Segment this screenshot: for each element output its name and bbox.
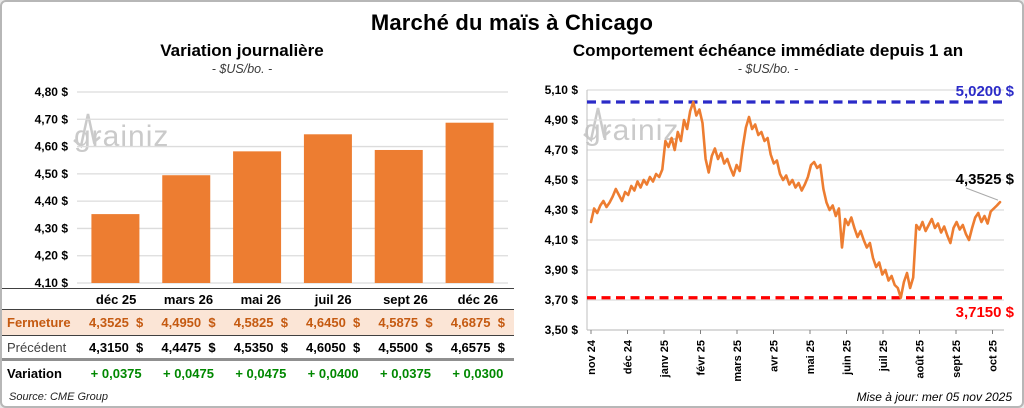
y-axis-tick-label: 5,10 $ <box>545 83 579 97</box>
x-axis-tick-label: oct 25 <box>988 340 1000 372</box>
line-chart-header: Comportement échéance immédiate depuis 1… <box>518 41 1018 76</box>
table-cell: 4,5500 $ <box>369 336 442 361</box>
y-axis-tick-label: 4,70 $ <box>545 143 579 157</box>
row-label-precedent: Précédent <box>2 336 80 361</box>
table-cell: 4,6450 $ <box>297 310 370 336</box>
table-cell: + 0,0375 <box>380 365 431 381</box>
table-cell: + 0,0400 <box>307 365 359 381</box>
x-axis-tick-label: nov 24 <box>586 339 598 375</box>
y-axis-tick-label: 4,90 $ <box>545 113 579 127</box>
callout-leader-line <box>965 187 999 201</box>
y-axis-tick-label: 4,10 $ <box>35 276 69 290</box>
bar-chart: 4,80 $ 4,70 $ 4,60 $ 4,50 $ 4,40 $ 4,30 $ 4,20… <box>35 85 508 290</box>
bar-mars 26 <box>162 175 211 283</box>
line-chart: 5,10 $ 4,90 $ 4,70 $ 4,50 $ 4,30 $ 4,10 $ 3,90… <box>545 83 1015 382</box>
table-cell: + 0,0375 <box>90 365 142 381</box>
table-cell: 4,5825 $ <box>224 310 297 336</box>
y-axis-tick-label: 4,70 $ <box>35 112 69 126</box>
reference-line-label: 5,0200 $ <box>956 83 1015 100</box>
table-cell: + 0,0475 <box>163 365 214 381</box>
reference-line-label: 3,7150 $ <box>956 304 1015 321</box>
table-cell: 4,5350 $ <box>224 336 297 361</box>
table-col-header: sept 26 <box>369 288 442 310</box>
bar-déc 25 <box>91 214 140 283</box>
bar-chart-header: Variation journalière - $US/bo. - <box>2 41 482 76</box>
bar-déc 26 <box>445 122 494 283</box>
y-axis-tick-label: 4,30 $ <box>545 203 579 217</box>
row-label-variation: Variation <box>7 365 62 381</box>
x-axis-tick-label: sept 25 <box>951 340 963 378</box>
table-cell: 4,6050 $ <box>297 336 370 361</box>
x-axis-tick-label: juil 25 <box>878 340 890 372</box>
y-axis-tick-label: 3,90 $ <box>545 263 579 277</box>
table-corner-cell <box>2 288 80 310</box>
last-value-label: 4,3525 $ <box>956 171 1015 188</box>
bar-chart-title: Variation journalière <box>160 41 324 60</box>
x-axis-tick-label: avr 25 <box>769 340 781 372</box>
table-cell: 4,5875 $ <box>369 310 442 336</box>
bar-sept 26 <box>374 149 423 283</box>
table-cell: 4,4475 $ <box>152 336 225 361</box>
y-axis-tick-label: 4,40 $ <box>35 194 69 208</box>
price-line-series <box>589 100 1002 300</box>
futures-table: déc 25 mars 26 mai 26 juil 26 sept 26 dé… <box>2 288 514 385</box>
table-cell: 4,3525 $ <box>80 310 153 336</box>
x-axis-tick-label: juin 25 <box>842 340 854 376</box>
x-axis-tick-label: janv 25 <box>659 340 671 378</box>
y-axis-tick-label: 4,50 $ <box>35 167 69 181</box>
row-label-fermeture: Fermeture <box>2 310 80 336</box>
x-axis-tick-label: mars 25 <box>732 340 744 382</box>
bar-juil 26 <box>303 134 352 283</box>
table-col-header: mai 26 <box>224 288 297 310</box>
x-axis-tick-label: déc 24 <box>623 339 635 374</box>
y-axis-tick-label: 4,50 $ <box>545 173 579 187</box>
table-cell: 4,6875 $ <box>441 310 514 336</box>
table-cell: 4,4950 $ <box>152 310 225 336</box>
y-axis-tick-label: 4,60 $ <box>35 140 69 154</box>
table-cell: + 0,0300 <box>452 365 504 381</box>
table-cell: 4,3150 $ <box>80 336 153 361</box>
y-axis-tick-label: 4,30 $ <box>35 221 69 235</box>
table-col-header: déc 25 <box>80 288 153 310</box>
y-axis-tick-label: 3,50 $ <box>545 323 579 337</box>
table-col-header: mars 26 <box>152 288 225 310</box>
page-title: Marché du maïs à Chicago <box>370 10 654 35</box>
updated-note: Mise à jour: mer 05 nov 2025 <box>856 390 1012 404</box>
table-col-header: juil 26 <box>297 288 370 310</box>
x-axis-tick-label: mai 25 <box>805 340 817 374</box>
y-axis-tick-label: 4,10 $ <box>545 233 579 247</box>
y-axis-tick-label: 4,80 $ <box>35 85 69 99</box>
bar-chart-subtitle: - $US/bo. - <box>211 62 273 76</box>
table-cell: + 0,0475 <box>235 365 287 381</box>
x-axis-tick-label: août 25 <box>915 340 927 379</box>
bar-mai 26 <box>233 151 282 283</box>
y-axis-tick-label: 4,20 $ <box>35 249 69 263</box>
line-chart-subtitle: - $US/bo. - <box>737 62 799 76</box>
line-chart-title: Comportement échéance immédiate depuis 1… <box>572 41 964 60</box>
table-col-header: déc 26 <box>441 288 514 310</box>
source-note: Source: CME Group <box>9 391 109 403</box>
x-axis-tick-label: févr 25 <box>696 340 708 375</box>
y-axis-tick-label: 3,70 $ <box>545 293 579 307</box>
table-cell: 4,6575 $ <box>441 336 514 361</box>
